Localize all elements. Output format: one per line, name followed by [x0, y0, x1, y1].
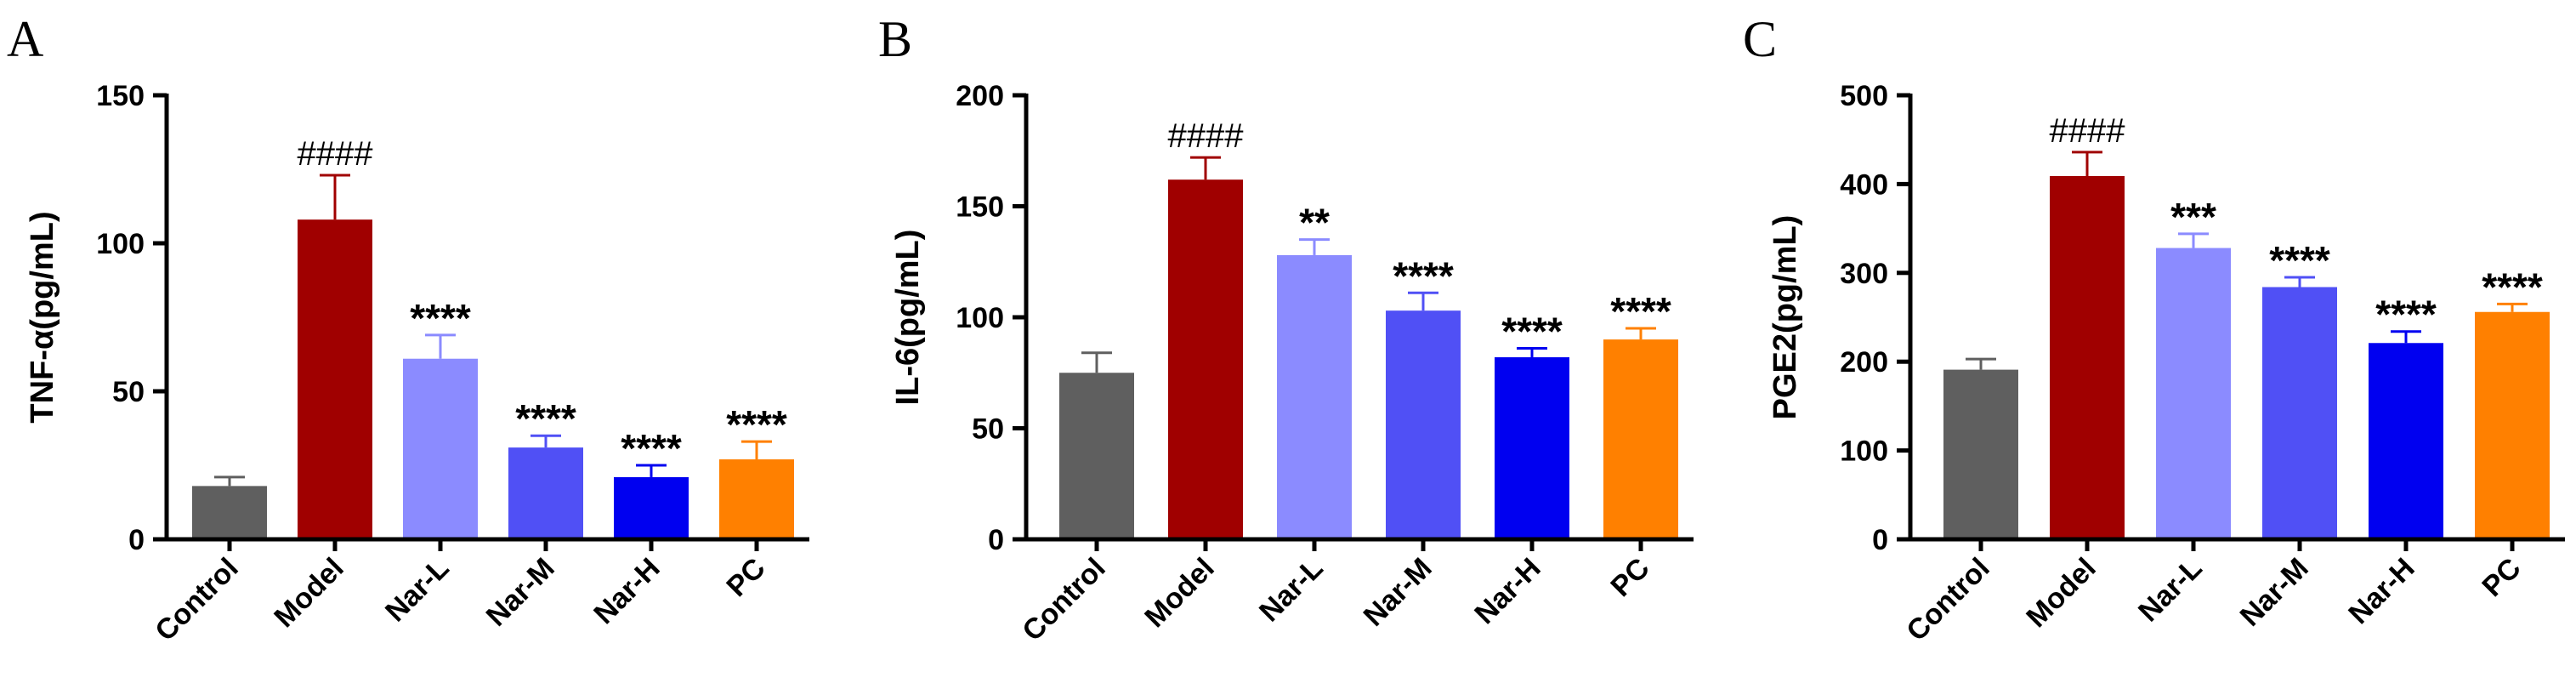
bar-nar-h [2369, 343, 2443, 539]
y-tick-label: 150 [96, 80, 145, 112]
x-tick-label: Nar-M [480, 552, 561, 633]
x-tick-label: Nar-H [587, 552, 666, 630]
significance-label: #### [1168, 117, 1245, 155]
y-axis-label: PGE2(pg/mL) [1767, 215, 1803, 420]
x-tick-label: PC [720, 552, 771, 603]
y-axis-label: TNF-α(pg/mL) [25, 211, 60, 423]
x-tick-label: Nar-M [1358, 552, 1438, 633]
panel-letter: B [878, 11, 912, 67]
significance-label: **** [621, 426, 682, 470]
x-tick-label: Control [1900, 552, 1995, 647]
y-tick-label: 200 [956, 80, 1004, 112]
bar-model [2050, 176, 2125, 539]
x-tick-label: Model [268, 552, 349, 634]
y-tick-label: 500 [1840, 80, 1888, 112]
bar-pc [2475, 311, 2550, 539]
y-tick-label: 100 [1840, 436, 1888, 468]
bar-nar-l [403, 358, 478, 539]
x-tick-label: PC [1604, 552, 1655, 603]
x-tick-label: Nar-H [2342, 552, 2420, 630]
bar-model [1168, 179, 1243, 539]
bar-nar-m [1386, 310, 1461, 539]
y-tick-label: 0 [128, 524, 145, 556]
y-tick-label: 100 [956, 302, 1004, 334]
significance-label: #### [2050, 112, 2126, 150]
bar-nar-l [2156, 248, 2231, 539]
y-tick-label: 300 [1840, 258, 1888, 290]
bar-pc [1603, 339, 1678, 539]
x-tick-label: Nar-L [379, 552, 456, 629]
significance-label: **** [1393, 253, 1454, 298]
y-tick-label: 0 [988, 524, 1004, 556]
x-tick-label: Control [149, 552, 244, 647]
x-tick-label: Nar-L [2132, 552, 2209, 629]
x-tick-label: PC [2476, 552, 2527, 603]
significance-label: **** [2269, 238, 2330, 282]
x-tick-label: Nar-M [2234, 552, 2315, 633]
y-tick-label: 0 [1872, 524, 1888, 556]
panel-letter: A [7, 11, 43, 67]
significance-label: #### [298, 135, 374, 173]
x-tick-label: Model [2020, 552, 2102, 634]
bar-nar-h [614, 476, 689, 539]
bar-nar-m [2262, 287, 2337, 539]
significance-label: **** [1501, 310, 1563, 354]
bar-nar-m [508, 447, 583, 539]
x-tick-label: Nar-L [1253, 552, 1330, 629]
bar-control [1943, 369, 2018, 539]
bar-nar-l [1277, 254, 1352, 539]
significance-label: **** [410, 296, 471, 340]
y-tick-label: 50 [112, 376, 145, 408]
significance-label: **** [515, 396, 576, 441]
significance-label: ** [1299, 201, 1330, 245]
bar-pc [719, 459, 794, 539]
bar-control [1059, 373, 1134, 539]
panel-letter: C [1743, 11, 1777, 67]
y-tick-label: 150 [956, 191, 1004, 224]
significance-label: **** [2375, 293, 2437, 337]
significance-label: *** [2170, 195, 2216, 239]
x-tick-label: Model [1138, 552, 1220, 634]
bar-control [192, 486, 267, 539]
y-tick-label: 200 [1840, 346, 1888, 379]
bar-model [298, 219, 372, 539]
x-tick-label: Control [1016, 552, 1111, 647]
significance-label: **** [2482, 265, 2543, 309]
x-tick-label: Nar-H [1468, 552, 1546, 630]
y-tick-label: 100 [96, 228, 145, 260]
y-tick-label: 400 [1840, 168, 1888, 201]
significance-label: **** [1610, 289, 1671, 333]
significance-label: **** [726, 402, 787, 447]
bar-nar-h [1495, 356, 1569, 539]
y-axis-label: IL-6(pg/mL) [890, 230, 926, 406]
y-tick-label: 50 [972, 413, 1004, 446]
